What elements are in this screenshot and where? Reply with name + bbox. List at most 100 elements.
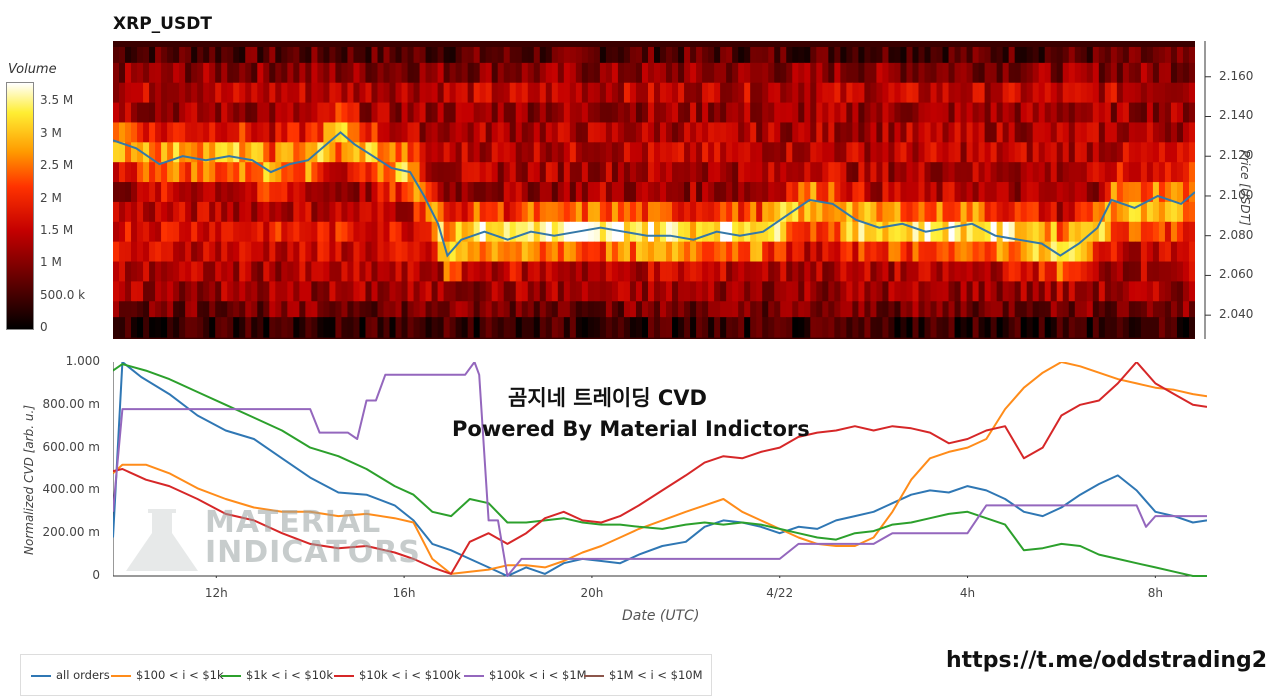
heatmap-cell xyxy=(593,46,601,68)
heatmap-cell xyxy=(341,46,349,68)
heatmap-cell xyxy=(479,142,487,163)
heatmap-cell xyxy=(1062,317,1070,338)
legend-item[interactable]: $1M < i < $10M xyxy=(584,668,703,682)
heatmap-cell xyxy=(317,221,324,243)
heatmap-cell xyxy=(840,221,847,243)
heatmap-cell xyxy=(419,301,427,322)
heatmap-cell xyxy=(714,317,721,338)
heatmap-cell xyxy=(413,122,421,143)
heatmap-cell xyxy=(125,317,132,338)
legend-item[interactable]: $10k < i < $100k xyxy=(334,668,461,682)
legend-label: $100k < i < $1M xyxy=(489,668,587,682)
heatmap-cell xyxy=(942,82,950,104)
heatmap-cell xyxy=(449,301,457,322)
heatmap-cell xyxy=(1074,122,1082,143)
heatmap-cell xyxy=(918,281,926,302)
heatmap-cell xyxy=(605,182,613,203)
heatmap-cell xyxy=(1158,142,1166,163)
heatmap-cell xyxy=(678,317,685,338)
heatmap-cell xyxy=(341,221,349,243)
heatmap-cell xyxy=(209,317,216,338)
heatmap-cell xyxy=(726,281,733,302)
legend-item[interactable]: $1k < i < $10k xyxy=(221,668,333,682)
heatmap-cell xyxy=(720,241,727,263)
heatmap-cell xyxy=(840,122,847,143)
heatmap-cell xyxy=(1122,182,1130,203)
heatmap-cell xyxy=(726,221,733,243)
heatmap-cell xyxy=(275,142,282,163)
heatmap-cell xyxy=(617,241,625,263)
heatmap-cell xyxy=(792,122,799,143)
telegram-link[interactable]: https://t.me/oddstrading2 xyxy=(946,648,1268,673)
heatmap-cell xyxy=(287,82,294,104)
heatmap-cell xyxy=(605,102,613,124)
heatmap-cell xyxy=(467,142,475,163)
heatmap-cell xyxy=(1122,46,1130,68)
heatmap-cell xyxy=(269,241,276,263)
heatmap-cell xyxy=(611,122,619,143)
heatmap-cell xyxy=(539,102,547,124)
legend-item[interactable]: all orders xyxy=(31,668,110,682)
heatmap-cell xyxy=(557,281,565,302)
heatmap-cell xyxy=(425,261,433,282)
heatmap-cell xyxy=(641,261,649,282)
heatmap-cell xyxy=(179,122,186,143)
heatmap-cell xyxy=(203,317,210,338)
heatmap-cell xyxy=(359,261,367,282)
heatmap-cell xyxy=(179,182,186,203)
heatmap-cell xyxy=(990,201,998,223)
legend-swatch xyxy=(464,674,484,677)
heatmap-cell xyxy=(257,201,264,223)
heatmap-cell xyxy=(846,317,853,338)
heatmap-cell xyxy=(137,221,144,243)
heatmap-cell xyxy=(521,142,529,163)
heatmap-cell xyxy=(900,301,908,322)
heatmap-cell xyxy=(389,142,397,163)
heatmap-cell xyxy=(1170,46,1178,68)
heatmap-cell xyxy=(666,301,673,322)
heatmap-cell xyxy=(185,62,192,84)
legend-item[interactable]: $100 < i < $1k xyxy=(111,668,224,682)
heatmap-cell xyxy=(828,142,835,163)
heatmap-cell xyxy=(660,62,667,84)
heatmap-cell xyxy=(900,102,908,124)
heatmap-cell xyxy=(437,46,445,68)
heatmap-cell xyxy=(197,317,204,338)
heatmap-cell xyxy=(473,221,481,243)
heatmap-cell xyxy=(654,46,661,68)
heatmap-cell xyxy=(551,46,559,68)
cvd-tick-label: 600.00 m xyxy=(42,439,101,454)
heatmap-cell xyxy=(852,317,859,338)
heatmap-cell xyxy=(473,317,481,338)
heatmap-cell xyxy=(335,162,343,183)
heatmap-cell xyxy=(587,221,595,243)
heatmap-cell xyxy=(413,201,421,223)
heatmap-cell xyxy=(864,82,871,104)
heatmap-cell xyxy=(389,201,397,223)
heatmap-cell xyxy=(1104,46,1112,68)
heatmap-cell xyxy=(726,301,733,322)
heatmap-cell xyxy=(581,261,589,282)
heatmap-cell xyxy=(173,162,180,183)
heatmap-cell xyxy=(1038,62,1046,84)
heatmap-cell xyxy=(810,122,817,143)
heatmap-cell xyxy=(347,182,355,203)
heatmap-cell xyxy=(924,62,932,84)
heatmap-cell xyxy=(227,317,234,338)
heatmap-cell xyxy=(870,62,878,84)
heatmap-cell xyxy=(984,82,992,104)
heatmap-cell xyxy=(317,317,324,338)
heatmap-cell xyxy=(1116,82,1124,104)
heatmap-cell xyxy=(473,301,481,322)
heatmap-cell xyxy=(1026,201,1034,223)
heatmap-cell xyxy=(1032,241,1040,263)
heatmap-cell xyxy=(870,317,878,338)
heatmap-cell xyxy=(774,162,781,183)
heatmap-cell xyxy=(1140,122,1148,143)
heatmap-cell xyxy=(557,241,565,263)
heatmap-cell xyxy=(1170,62,1178,84)
heatmap-cell xyxy=(978,62,986,84)
legend-item[interactable]: $100k < i < $1M xyxy=(464,668,587,682)
heatmap-cell xyxy=(792,102,799,124)
heatmap-cell xyxy=(377,82,385,104)
